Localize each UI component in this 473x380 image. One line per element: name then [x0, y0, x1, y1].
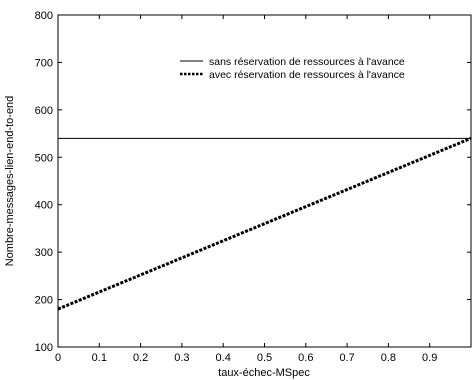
legend-label-sans-reservation: sans réservation de ressources à l'avanc… — [209, 56, 405, 68]
x-tick-label: 0.8 — [381, 352, 396, 364]
plot-area — [57, 14, 472, 348]
y-tick-label: 500 — [35, 152, 53, 164]
y-tick-label: 400 — [35, 200, 53, 212]
y-tick-label: 200 — [35, 295, 53, 307]
x-tick-label: 0.4 — [216, 352, 231, 364]
x-tick-label: 0 — [55, 352, 61, 364]
x-tick-label: 0.1 — [92, 352, 107, 364]
y-tick-label: 800 — [35, 10, 53, 22]
x-tick-label: 0.3 — [174, 352, 189, 364]
series-layer — [57, 136, 472, 311]
y-tick-label: 600 — [35, 105, 53, 117]
x-tick-label: 0.2 — [133, 352, 148, 364]
x-tick-label: 0.7 — [339, 352, 354, 364]
ticks-layer: 0 0.1 0.2 0.3 0.4 0.5 0.6 0.7 0.8 0.9 100 200 300 400… — [35, 10, 471, 364]
x-axis-label: taux-échec-MSpec — [218, 367, 310, 379]
legend-label-avec-reservation: avec réservation de ressources à l'avanc… — [209, 69, 405, 81]
x-tick-label: 0.6 — [298, 352, 313, 364]
y-axis-label: Nombre-messages-lien-end-to-end — [4, 96, 16, 267]
legend: sans réservation de ressources à l'avanc… — [180, 56, 405, 81]
y-tick-label: 300 — [35, 247, 53, 259]
series-line-avec-reservation — [57, 136, 472, 311]
y-tick-label: 100 — [35, 342, 53, 354]
y-tick-label: 700 — [35, 57, 53, 69]
x-tick-label: 0.9 — [422, 352, 437, 364]
x-tick-label: 0.5 — [257, 352, 272, 364]
